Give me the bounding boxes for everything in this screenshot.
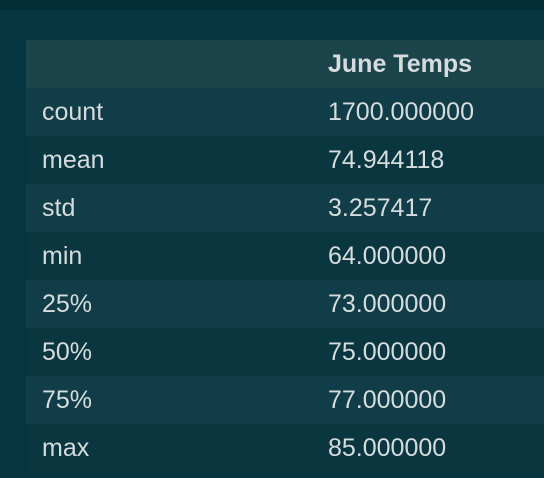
table-row: std 3.257417 — [26, 184, 544, 232]
table-row: 75% 77.000000 — [26, 376, 544, 424]
row-value: 3.257417 — [328, 184, 544, 232]
row-label: 50% — [26, 328, 328, 376]
table-header: June Temps — [26, 40, 544, 88]
table-row: 50% 75.000000 — [26, 328, 544, 376]
row-value: 1700.000000 — [328, 88, 544, 136]
row-label: 25% — [26, 280, 328, 328]
describe-table-container: June Temps count 1700.000000 mean 74.944… — [26, 40, 544, 472]
row-value: 73.000000 — [328, 280, 544, 328]
row-label: std — [26, 184, 328, 232]
row-value: 74.944118 — [328, 136, 544, 184]
june-temps-header: June Temps — [328, 40, 544, 88]
index-header — [26, 40, 328, 88]
row-label: count — [26, 88, 328, 136]
table-row: count 1700.000000 — [26, 88, 544, 136]
table-row: mean 74.944118 — [26, 136, 544, 184]
row-value: 75.000000 — [328, 328, 544, 376]
row-value: 64.000000 — [328, 232, 544, 280]
notebook-top-bar — [0, 0, 544, 10]
table-body: count 1700.000000 mean 74.944118 std 3.2… — [26, 88, 544, 472]
table-row: 25% 73.000000 — [26, 280, 544, 328]
table-row: max 85.000000 — [26, 424, 544, 472]
header-row: June Temps — [26, 40, 544, 88]
row-value: 77.000000 — [328, 376, 544, 424]
row-value: 85.000000 — [328, 424, 544, 472]
row-label: min — [26, 232, 328, 280]
row-label: 75% — [26, 376, 328, 424]
describe-table: June Temps count 1700.000000 mean 74.944… — [26, 40, 544, 472]
table-row: min 64.000000 — [26, 232, 544, 280]
row-label: max — [26, 424, 328, 472]
row-label: mean — [26, 136, 328, 184]
